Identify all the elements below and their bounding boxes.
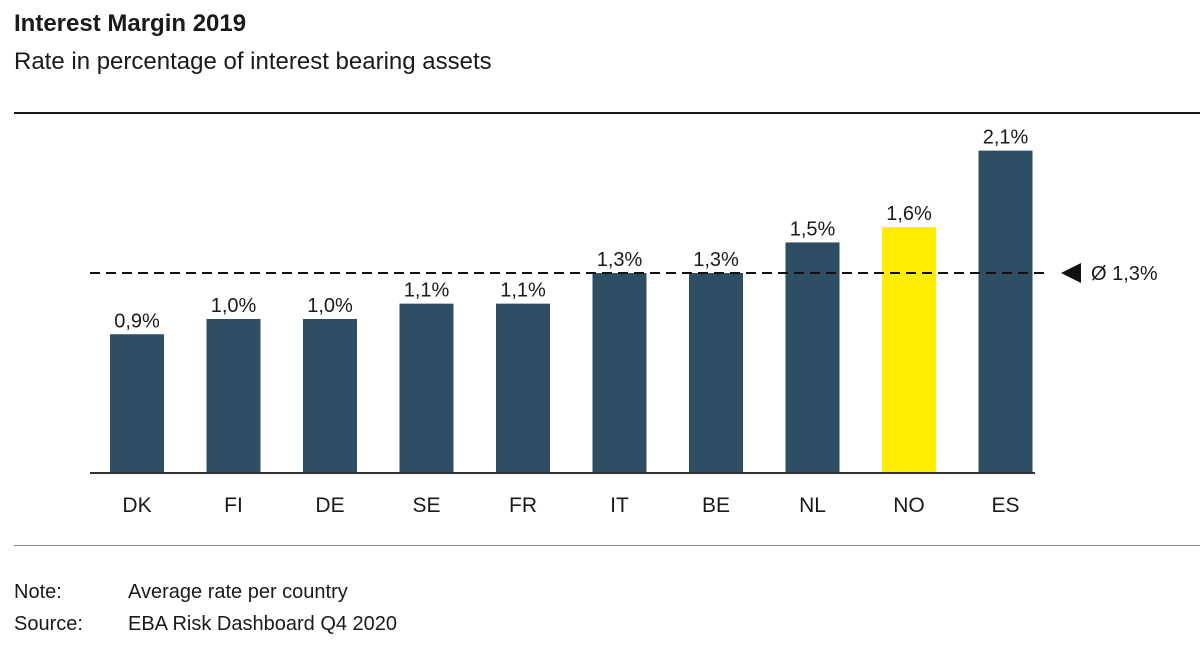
bar-es [978,150,1033,472]
note-label: Note: [14,581,62,603]
chart-title: Interest Margin 2019 [14,10,247,37]
value-label-fi: 1,0% [211,295,257,317]
x-tick-label-be: BE [702,494,730,517]
value-label-no: 1,6% [886,203,932,225]
bar-no [882,227,936,472]
bar-be [689,273,743,472]
average-reference-label: Ø 1,3% [1091,263,1158,285]
x-tick-label-nl: NL [799,494,826,517]
bar-dk [110,334,164,472]
bar-de [303,318,357,472]
x-tick-label-es: ES [991,494,1019,517]
chart-subtitle: Rate in percentage of interest bearing a… [14,48,492,75]
x-tick-label-de: DE [315,494,344,517]
source-label: Source: [14,613,83,635]
value-label-fr: 1,1% [500,280,546,302]
value-label-it: 1,3% [597,249,643,271]
source-row: Source: EBA Risk Dashboard Q4 2020 [14,613,397,636]
x-tick-label-se: SE [412,494,440,517]
value-label-dk: 0,9% [114,310,160,332]
bottom-divider [14,545,1200,546]
reference-marker-triangle [1061,263,1081,284]
source-text: EBA Risk Dashboard Q4 2020 [128,613,398,635]
bar-fr [496,303,550,472]
x-tick-label-no: NO [893,494,925,517]
value-label-be: 1,3% [693,249,739,271]
x-tick-label-fr: FR [509,494,537,517]
x-tick-label-it: IT [610,494,629,517]
note-row: Note: Average rate per country [14,581,348,604]
note-text: Average rate per country [128,581,348,603]
x-tick-label-dk: DK [122,494,151,517]
bar-nl [785,242,840,472]
value-label-se: 1,1% [404,280,450,302]
top-divider [14,112,1200,114]
value-label-de: 1,0% [307,295,353,317]
bar-fi [206,318,261,472]
value-label-nl: 1,5% [790,218,836,240]
bar-se [399,303,454,472]
bar-it [592,273,647,472]
value-label-es: 2,1% [983,127,1029,149]
bar-chart: 0,9% DK 1,0% FI 1,0% DE 1,1% SE 1,1% FR 1,3% IT 1,3%… [90,127,1158,517]
x-tick-label-fi: FI [224,494,243,517]
